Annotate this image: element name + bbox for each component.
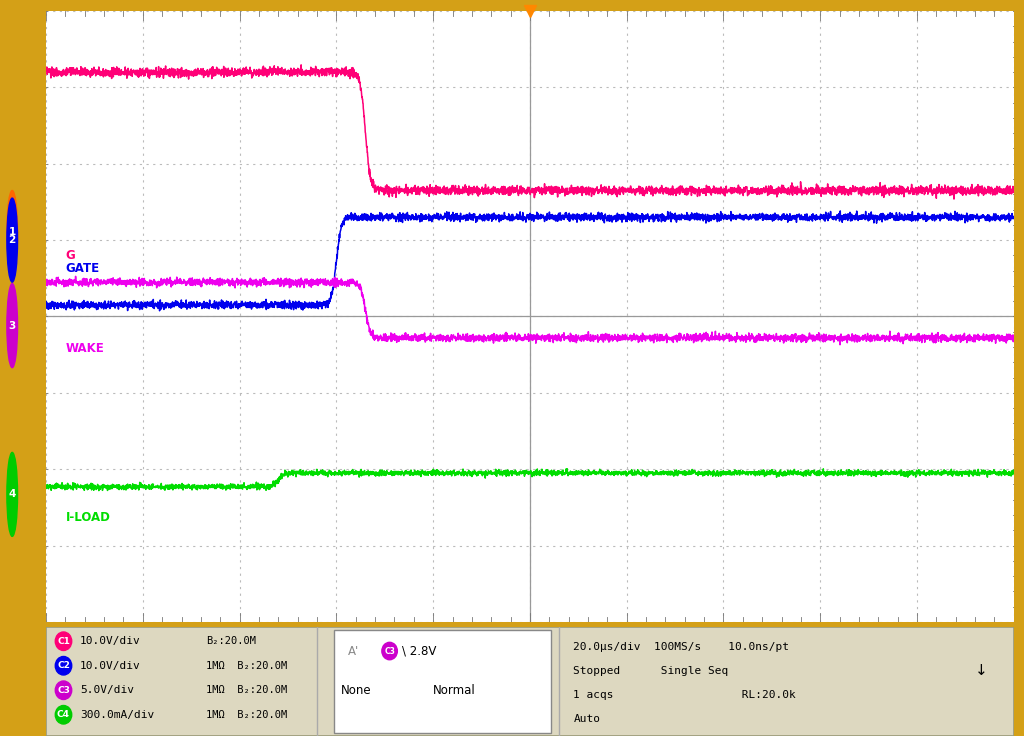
Circle shape (55, 632, 72, 651)
Circle shape (7, 198, 17, 282)
Text: 3: 3 (8, 321, 15, 330)
Circle shape (55, 706, 72, 724)
Text: C3: C3 (57, 686, 70, 695)
Text: ↓: ↓ (975, 663, 988, 678)
Text: 1: 1 (8, 227, 15, 238)
Text: 10.0V/div: 10.0V/div (80, 661, 140, 670)
Text: C4: C4 (57, 710, 70, 719)
Circle shape (55, 657, 72, 675)
Text: 5.0V/div: 5.0V/div (80, 685, 134, 696)
Text: \ 2.8V: \ 2.8V (402, 645, 436, 657)
Text: 300.0mA/div: 300.0mA/div (80, 710, 155, 720)
Text: C3: C3 (384, 646, 395, 656)
Text: 1 acqs                   RL:20.0k: 1 acqs RL:20.0k (573, 690, 797, 700)
Text: Stopped      Single Seq: Stopped Single Seq (573, 665, 729, 676)
Text: C2: C2 (57, 661, 70, 670)
Text: 2: 2 (8, 235, 15, 245)
Text: None: None (341, 684, 372, 697)
Text: 20.0μs/div  100MS/s    10.0ns/pt: 20.0μs/div 100MS/s 10.0ns/pt (573, 642, 790, 651)
Text: 4: 4 (8, 489, 16, 500)
Circle shape (382, 643, 397, 659)
Text: 1MΩ  B₂:20.0M: 1MΩ B₂:20.0M (206, 661, 287, 670)
Text: 1MΩ  B₂:20.0M: 1MΩ B₂:20.0M (206, 685, 287, 696)
Circle shape (55, 681, 72, 699)
Text: C1: C1 (57, 637, 70, 645)
Text: Normal: Normal (433, 684, 476, 697)
Text: Auto: Auto (573, 714, 600, 723)
Text: A': A' (348, 645, 359, 657)
Text: 10.0V/div: 10.0V/div (80, 636, 140, 646)
Circle shape (7, 191, 17, 275)
Text: 1MΩ  B₂:20.0M: 1MΩ B₂:20.0M (206, 710, 287, 720)
Circle shape (7, 453, 17, 537)
FancyBboxPatch shape (46, 627, 1014, 736)
Text: WAKE: WAKE (66, 342, 104, 355)
FancyBboxPatch shape (335, 630, 551, 733)
Circle shape (7, 283, 17, 368)
Text: B₂:20.0M: B₂:20.0M (206, 636, 256, 646)
Text: GATE: GATE (66, 262, 99, 275)
Text: I-LOAD: I-LOAD (66, 511, 111, 524)
Text: G: G (66, 250, 75, 262)
